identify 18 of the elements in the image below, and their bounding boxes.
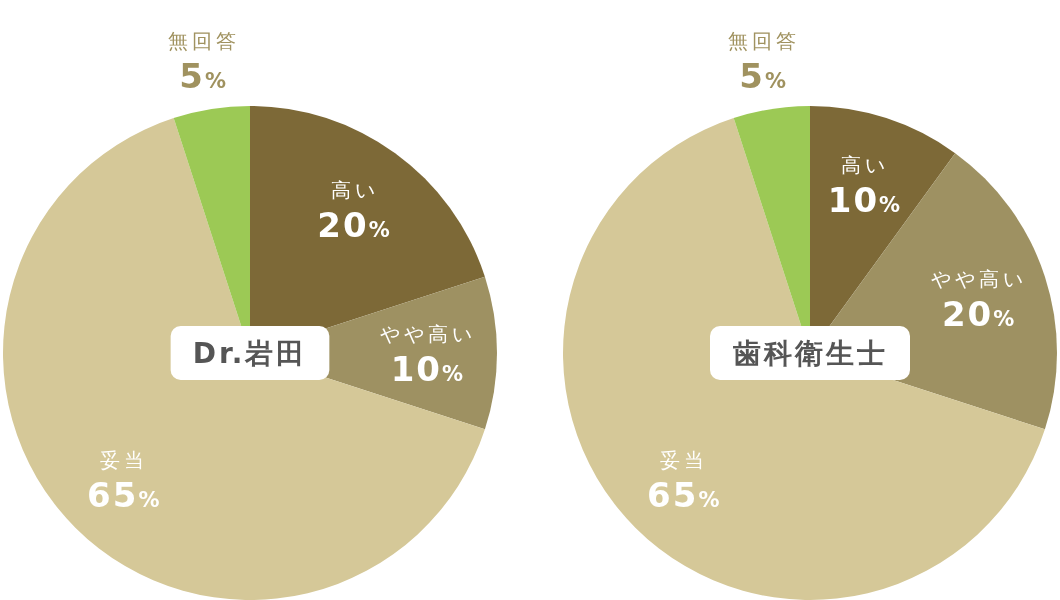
data-label: 20%	[941, 294, 1017, 335]
title: Dr.岩田	[170, 326, 330, 380]
title: 歯科衛生士	[710, 326, 910, 380]
slice-label: やや高い	[931, 267, 1028, 292]
slice-label: 妥当	[660, 447, 709, 472]
slice-label: 無回答	[167, 29, 240, 54]
data-label: 65%	[647, 474, 722, 515]
slice-label: 無回答	[727, 29, 800, 54]
slice-label: 高い	[330, 178, 379, 203]
data-label: 5%	[739, 56, 788, 97]
data-label: 10%	[827, 179, 903, 220]
slice-label: 妥当	[100, 447, 149, 472]
data-label: 5%	[179, 56, 228, 97]
data-label: 65%	[87, 474, 162, 515]
slice-label: やや高い	[379, 322, 476, 346]
slice-label: 高い	[840, 152, 889, 177]
data-label: 20%	[317, 205, 392, 246]
data-label: 10%	[390, 349, 466, 389]
